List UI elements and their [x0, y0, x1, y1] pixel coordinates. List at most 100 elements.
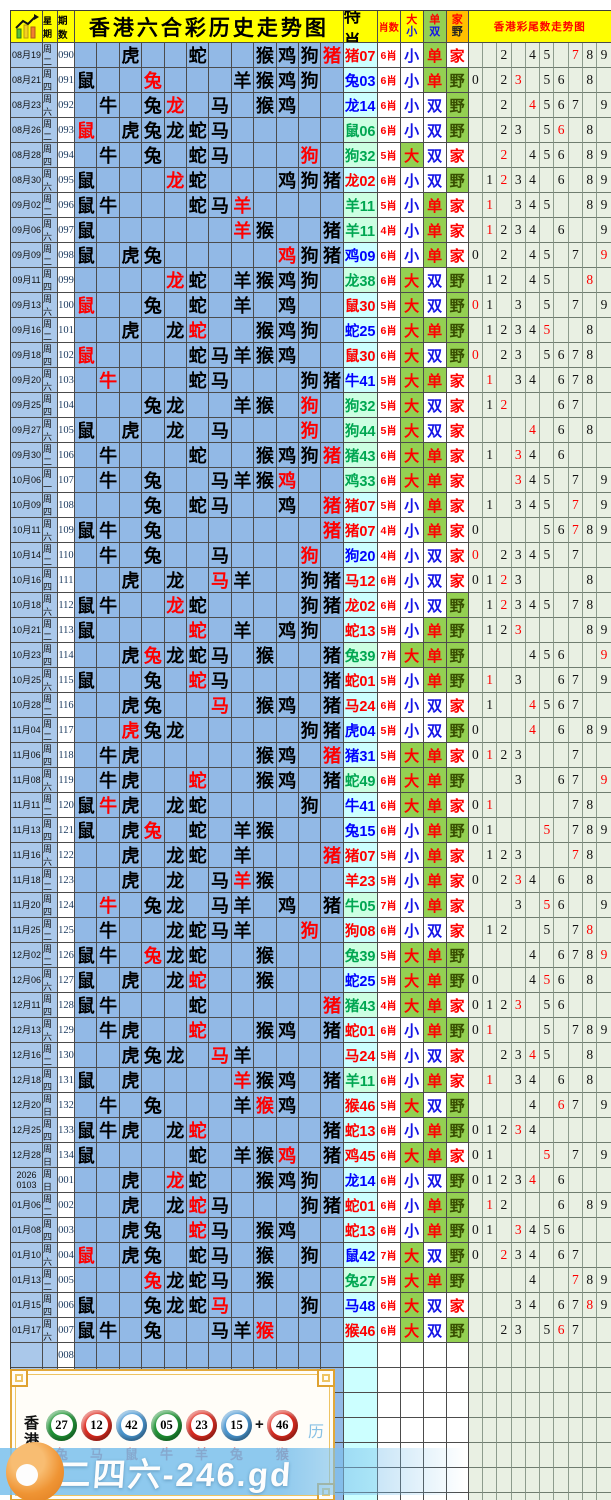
zodiac-cell — [276, 793, 299, 818]
tail-cell — [554, 543, 569, 568]
zodiac-cell — [298, 668, 322, 693]
period-cell: 100 — [58, 293, 75, 318]
tail-cell — [525, 893, 541, 918]
tail-cell — [497, 193, 512, 218]
zodiac-cell: 鸡 — [276, 768, 299, 793]
tail-cell: 1 — [482, 568, 498, 593]
zodiac-cell: 鸡 — [276, 1018, 299, 1043]
tail-cell — [568, 1468, 584, 1493]
zodiac-cell — [75, 1168, 98, 1193]
tail-cell: 5 — [540, 43, 555, 68]
tail-cell — [583, 1443, 598, 1468]
period-cell: 095 — [58, 168, 75, 193]
zodiac-cell — [119, 293, 143, 318]
texiao-cell — [343, 1493, 378, 1500]
weekday-cell: 周六 — [43, 293, 58, 318]
period-cell: 008 — [58, 1343, 75, 1368]
table-row: 08月23 周六 092 牛兔龙马猴鸡龙14 6肖小双野 2 4 5 6 7 9 — [11, 93, 611, 118]
zodiac-cell — [321, 1293, 344, 1318]
zodiac-cell: 虎 — [119, 43, 143, 68]
tail-cell: 6 — [554, 893, 569, 918]
lottery-ball-icon: 46 — [266, 1409, 298, 1441]
period-cell: 102 — [58, 343, 75, 368]
special-zodiac-cell: 鼠 — [75, 1243, 98, 1268]
tail-cell — [511, 143, 526, 168]
zodiac-cell — [321, 393, 344, 418]
zodiac-cell — [164, 1243, 187, 1268]
ball-number: 27 — [50, 1414, 73, 1436]
date-cell: 09月20 — [11, 368, 43, 393]
zodiac-cell — [298, 293, 322, 318]
special-tail-cell: 3 — [511, 1218, 526, 1243]
zodiac-cell — [298, 343, 322, 368]
odd-even-cell — [423, 1368, 447, 1393]
zodiac-cell — [142, 218, 165, 243]
special-tail-cell: 2 — [497, 168, 512, 193]
tail-cell — [540, 1418, 555, 1443]
tail-cell — [497, 793, 512, 818]
period-cell: 093 — [58, 118, 75, 143]
tail-cell: 5 — [540, 68, 555, 93]
tail-cell: 5 — [540, 993, 555, 1018]
tail-cell: 0 — [468, 243, 483, 268]
tail-cell: 4 — [525, 868, 541, 893]
zodiac-cell: 羊 — [231, 1318, 255, 1343]
zodiac-cell — [321, 118, 344, 143]
zodiac-cell — [75, 843, 98, 868]
special-zodiac-cell: 羊 — [231, 218, 255, 243]
zodiac-cell — [298, 768, 322, 793]
zodiac-cell: 羊 — [231, 1043, 255, 1068]
tail-cell — [554, 1368, 569, 1393]
tail-cell: 9 — [597, 893, 611, 918]
tail-cell: 4 — [525, 1093, 541, 1118]
table-row: 09月02 周二 096 鼠牛蛇马羊羊11 5肖小单家 1 3 4 5 8 9 — [11, 193, 611, 218]
zodiac-cell: 虎 — [119, 418, 143, 443]
zodiac-cell — [142, 1343, 165, 1368]
xiaoshu-cell: 6肖 — [377, 443, 401, 468]
period-cell: 116 — [58, 693, 75, 718]
tail-cell — [583, 743, 598, 768]
tail-cell — [468, 493, 483, 518]
tail-cell — [540, 1368, 555, 1393]
big-small-cell: 大 — [400, 943, 424, 968]
tail-cell — [568, 1043, 584, 1068]
zodiac-cell — [97, 168, 120, 193]
tail-cell — [497, 1393, 512, 1418]
table-row: 01月06 周二 002 虎龙蛇马狗猪蛇01 6肖小单野 1 2 6 8 9 — [11, 1193, 611, 1218]
date-cell: 08月28 — [11, 143, 43, 168]
big-small-cell: 小 — [400, 543, 424, 568]
tail-cell: 6 — [554, 968, 569, 993]
date-cell: 10月25 — [11, 668, 43, 693]
zodiac-cell — [142, 868, 165, 893]
zodiac-cell — [186, 68, 210, 93]
zodiac-cell: 马 — [209, 468, 232, 493]
zodiac-cell — [209, 793, 232, 818]
tail-cell — [540, 768, 555, 793]
zodiac-cell — [321, 318, 344, 343]
home-wild-cell: 家 — [446, 493, 469, 518]
tail-cell — [482, 118, 498, 143]
zodiac-cell — [97, 668, 120, 693]
zodiac-cell — [119, 943, 143, 968]
tail-cell: 5 — [540, 243, 555, 268]
zodiac-cell — [119, 1293, 143, 1318]
odd-even-cell: 双 — [423, 1168, 447, 1193]
tail-cell: 7 — [568, 1093, 584, 1118]
home-wild-cell: 家 — [446, 543, 469, 568]
tail-cell: 8 — [583, 968, 598, 993]
period-column-header: 期数 — [58, 11, 75, 43]
zodiac-cell: 虎 — [119, 643, 143, 668]
weekday-cell: 周四 — [43, 143, 58, 168]
table-row: 12月18 周四 131 鼠虎羊猴鸡猪羊11 6肖小单家 1 3 4 6 8 — [11, 1068, 611, 1093]
weekday-cell: 周二 — [43, 318, 58, 343]
tail-cell — [468, 118, 483, 143]
xiaoshu-cell: 5肖 — [377, 618, 401, 643]
odd-even-cell: 单 — [423, 768, 447, 793]
tail-cell — [554, 918, 569, 943]
special-zodiac-cell: 鸡 — [276, 243, 299, 268]
tail-cell — [540, 218, 555, 243]
tail-cell — [525, 618, 541, 643]
tail-cell: 2 — [497, 1043, 512, 1068]
tail-cell — [568, 1418, 584, 1443]
zodiac-cell: 鸡 — [276, 443, 299, 468]
